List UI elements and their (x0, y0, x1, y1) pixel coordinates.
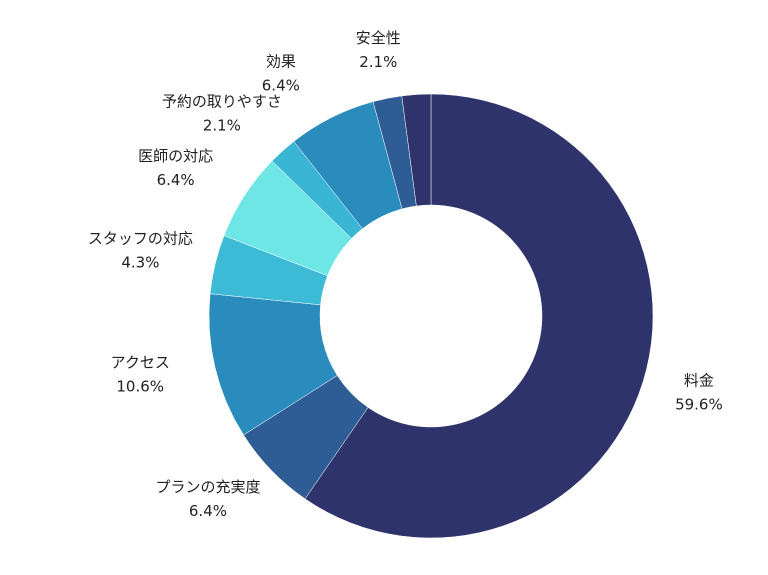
slice-value-label: 6.4% (189, 502, 227, 520)
donut-slice (304, 93, 654, 539)
slice-label: アクセス (111, 354, 170, 372)
slice-label: 医師の対応 (138, 147, 213, 165)
slice-label: 予約の取りやすさ (162, 93, 282, 111)
slice-value-label: 10.6% (116, 378, 164, 396)
slice-label: プランの充実度 (155, 478, 260, 496)
slice-value-label: 59.6% (675, 396, 723, 414)
slice-label: 安全性 (356, 29, 401, 47)
slice-value-label: 6.4% (262, 76, 300, 94)
slice-value-label: 2.1% (203, 117, 241, 135)
slice-value-label: 6.4% (157, 171, 195, 189)
slice-label: スタッフの対応 (88, 229, 193, 247)
slice-label: 効果 (266, 52, 296, 70)
slice-value-label: 2.1% (359, 53, 397, 71)
slice-value-label: 4.3% (121, 253, 159, 271)
slice-label: 料金 (684, 372, 714, 390)
donut-slice (401, 93, 432, 207)
